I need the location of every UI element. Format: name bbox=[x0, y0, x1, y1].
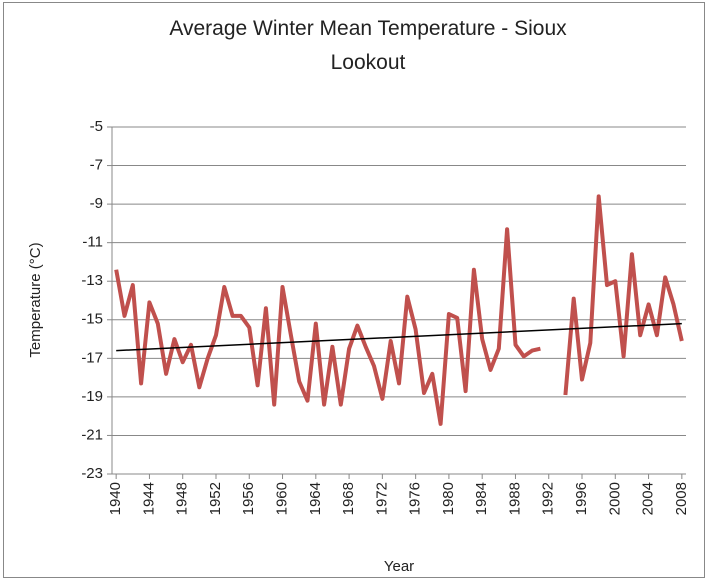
y-tick-label: -7 bbox=[90, 157, 103, 174]
x-tick-label: 1984 bbox=[473, 482, 490, 515]
x-tick-label: 1972 bbox=[373, 482, 390, 515]
x-tick-label: 1996 bbox=[573, 482, 590, 515]
x-tick-label: 1952 bbox=[207, 482, 224, 515]
x-tick-label: 1964 bbox=[307, 482, 324, 515]
x-tick-label: 1956 bbox=[240, 482, 257, 515]
y-tick-label: -21 bbox=[81, 426, 103, 443]
y-tick-label: -9 bbox=[90, 195, 103, 212]
x-tick-label: 2008 bbox=[673, 482, 690, 515]
y-tick-label: -11 bbox=[82, 234, 103, 251]
x-tick-label: 1944 bbox=[140, 482, 157, 515]
chart-title: Average Winter Mean Temperature - Sioux … bbox=[169, 17, 567, 74]
x-tick-label: 1988 bbox=[506, 482, 523, 515]
x-tick-label: 1940 bbox=[107, 482, 124, 515]
x-tick-label: 2000 bbox=[606, 482, 623, 515]
y-axis-label: Temperature (°C) bbox=[27, 242, 44, 357]
x-tick-label: 1976 bbox=[407, 482, 424, 515]
data-line bbox=[114, 194, 684, 426]
y-tick-label: -15 bbox=[81, 311, 103, 328]
trend-line bbox=[116, 322, 682, 352]
y-tick-label: -23 bbox=[81, 465, 103, 482]
x-tick-label: 1960 bbox=[274, 482, 291, 515]
x-tick-label: 1992 bbox=[540, 482, 557, 515]
y-tick-label: -5 bbox=[90, 118, 103, 135]
x-tick-label: 1968 bbox=[340, 482, 357, 515]
x-axis-label: Year bbox=[384, 558, 414, 575]
y-tick-label: -17 bbox=[81, 349, 103, 366]
x-tick-label: 1948 bbox=[174, 482, 191, 515]
y-tick-label: -19 bbox=[81, 388, 103, 405]
x-tick-label: 2004 bbox=[640, 482, 657, 515]
y-tick-label: -13 bbox=[81, 272, 103, 289]
x-tick-label: 1980 bbox=[440, 482, 457, 515]
